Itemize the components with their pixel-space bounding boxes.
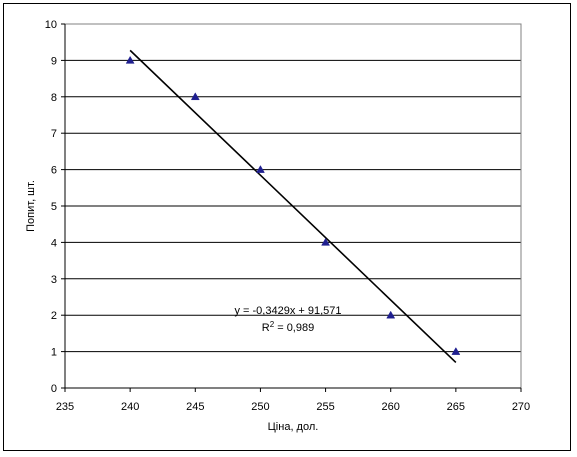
y-tick-label-3: 3 [51, 274, 57, 286]
x-tick-label-265: 265 [447, 401, 465, 413]
y-tick-label-5: 5 [51, 201, 57, 213]
trendline [129, 49, 457, 364]
r2-value: = 0,989 [274, 322, 314, 334]
r2-prefix: R [262, 322, 270, 334]
data-point-245 [190, 92, 200, 101]
y-tick-label-9: 9 [51, 55, 57, 67]
data-point-255 [321, 237, 331, 246]
data-point-250 [255, 165, 265, 173]
data-points [125, 55, 461, 355]
trendline-group [129, 49, 457, 364]
gridlines [65, 23, 521, 353]
x-axis-title: Ціна, дол. [268, 421, 319, 433]
x-tick-label-255: 255 [316, 401, 334, 413]
tick-labels: 0 1 2 3 4 5 6 7 8 9 10 235 240 245 250 255 260 265 270 [45, 19, 530, 413]
y-tick-label-10: 10 [45, 19, 57, 31]
y-tick-label-8: 8 [51, 92, 57, 104]
y-tick-label-0: 0 [51, 383, 57, 395]
r-squared-label: R2 = 0,989 [262, 320, 314, 334]
x-tick-label-240: 240 [121, 401, 139, 413]
x-tick-label-260: 260 [382, 401, 400, 413]
x-tick-label-235: 235 [56, 401, 74, 413]
x-tick-label-250: 250 [251, 401, 269, 413]
y-tick-label-4: 4 [51, 237, 57, 249]
chart-frame [3, 3, 571, 451]
y-tick-label-6: 6 [51, 165, 57, 177]
data-point-240 [125, 55, 135, 64]
x-tick-label-245: 245 [186, 401, 204, 413]
r2-superscript: 2 [270, 320, 275, 329]
y-tick-label-1: 1 [51, 347, 57, 359]
data-point-260 [386, 310, 396, 319]
y-axis-title: Попит, шт. [25, 180, 37, 232]
trendline-equation: y = -0,3429x + 91,571 [234, 305, 341, 317]
x-tick-label-270: 270 [512, 401, 530, 413]
y-tick-label-2: 2 [51, 310, 57, 322]
data-point-265 [451, 347, 461, 355]
y-tick-label-7: 7 [51, 128, 57, 140]
